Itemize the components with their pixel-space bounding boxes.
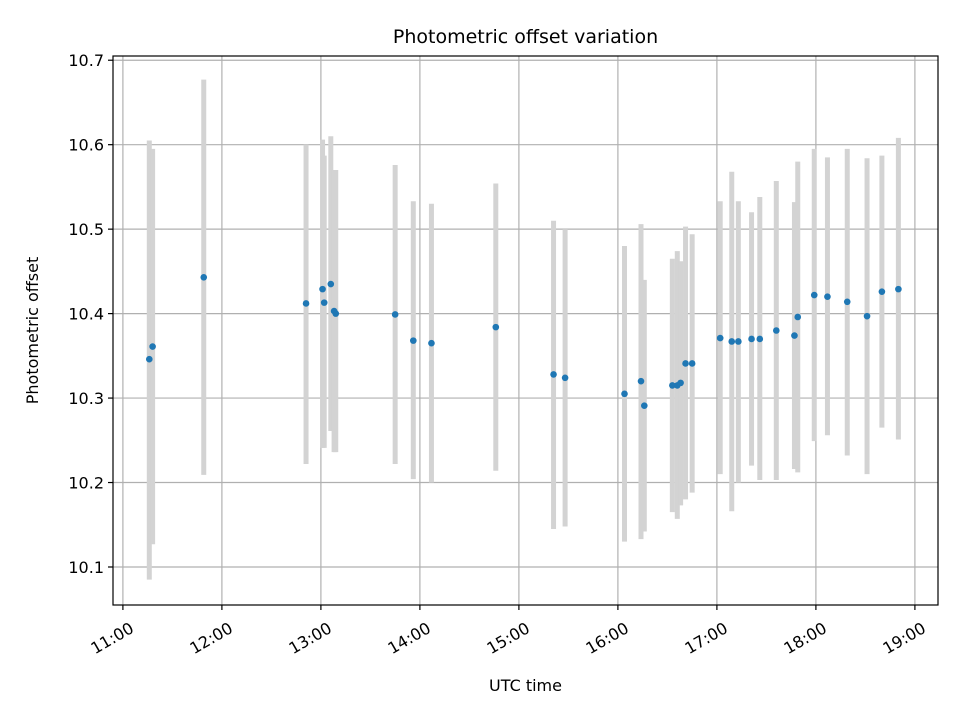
data-point bbox=[824, 293, 831, 301]
data-point bbox=[843, 298, 851, 306]
data-point bbox=[302, 300, 310, 307]
data-point bbox=[878, 288, 886, 295]
data-point bbox=[637, 377, 645, 385]
y-tick-label: 10.6 bbox=[68, 136, 104, 155]
y-tick-label: 10.5 bbox=[68, 220, 104, 239]
data-point bbox=[428, 339, 435, 347]
data-point bbox=[492, 323, 500, 331]
data-point bbox=[688, 360, 696, 367]
data-point bbox=[728, 338, 736, 345]
data-point bbox=[794, 313, 802, 321]
data-point bbox=[200, 273, 208, 281]
data-point bbox=[735, 338, 742, 345]
plot-frame bbox=[112, 55, 939, 606]
chart-title: Photometric offset variation bbox=[393, 26, 658, 48]
data-point bbox=[863, 312, 871, 320]
data-point bbox=[810, 291, 818, 299]
data-point bbox=[682, 360, 689, 367]
y-tick-label: 10.3 bbox=[68, 389, 104, 408]
data-point bbox=[561, 374, 569, 382]
data-point bbox=[669, 382, 676, 389]
y-tick-label: 10.2 bbox=[68, 474, 104, 493]
data-point bbox=[748, 335, 755, 343]
data-point bbox=[149, 343, 156, 350]
data-point bbox=[773, 327, 780, 334]
data-point bbox=[391, 311, 399, 318]
x-axis-label: UTC time bbox=[489, 676, 562, 695]
plot-area bbox=[113, 56, 938, 605]
data-point bbox=[319, 285, 326, 293]
data-point bbox=[641, 402, 648, 409]
y-tick-label: 10.4 bbox=[68, 305, 104, 324]
y-axis-label: Photometric offset bbox=[23, 257, 42, 405]
y-tick-label: 10.7 bbox=[68, 51, 104, 70]
data-point bbox=[791, 332, 798, 339]
data-point bbox=[327, 280, 335, 288]
data-points bbox=[146, 273, 902, 409]
data-point bbox=[146, 355, 153, 363]
data-point bbox=[677, 379, 684, 387]
data-point bbox=[410, 337, 417, 344]
data-point bbox=[550, 371, 557, 378]
data-point bbox=[332, 310, 340, 317]
data-point bbox=[621, 390, 628, 398]
data-point bbox=[716, 334, 724, 342]
data-point bbox=[756, 335, 764, 343]
y-tick-label: 10.1 bbox=[68, 558, 104, 577]
data-point bbox=[320, 299, 328, 306]
data-point bbox=[895, 285, 902, 293]
